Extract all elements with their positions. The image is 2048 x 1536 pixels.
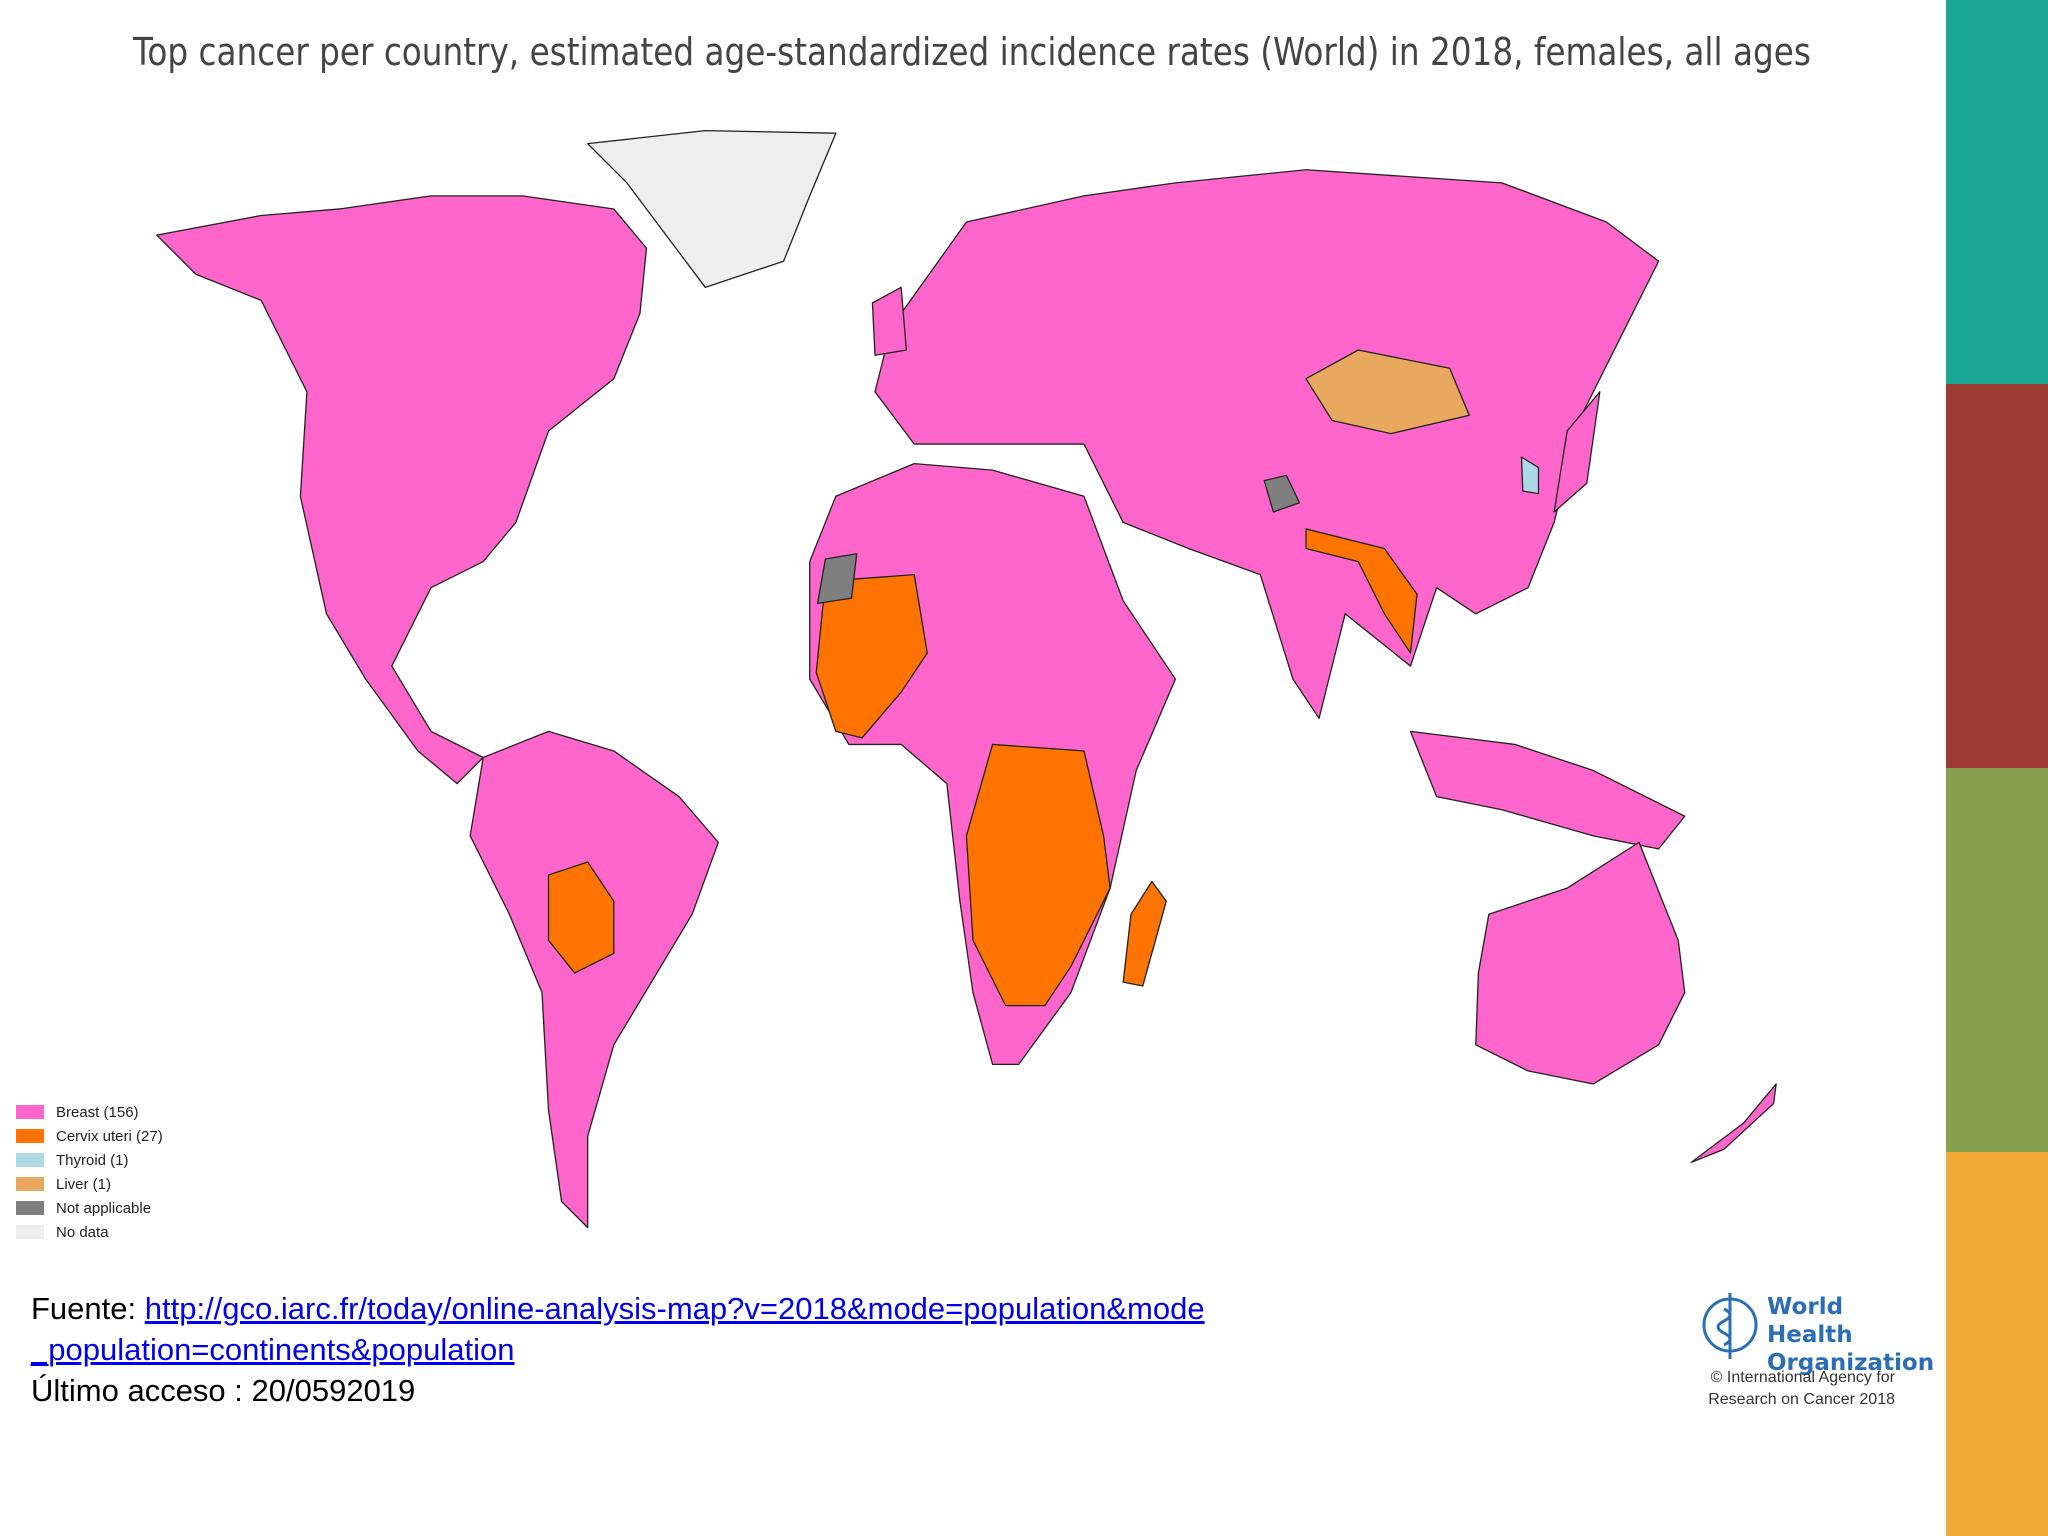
south-asia [1305, 528, 1418, 654]
legend-item: No data [16, 1220, 163, 1244]
west-africa [815, 573, 928, 739]
logo-credit: © International Agency for Research on C… [1708, 1369, 1895, 1408]
mongolia [1305, 349, 1470, 435]
legend-swatch [16, 1153, 44, 1167]
legend-item: Not applicable [16, 1196, 163, 1220]
new-zealand [1690, 1083, 1777, 1163]
logo-name: World Health Organization [1767, 1294, 1935, 1376]
legend-item: Liver (1) [16, 1172, 163, 1196]
indonesia [1409, 730, 1686, 850]
source-link[interactable]: http://gco.iarc.fr/today/online-analysis… [31, 1291, 1205, 1367]
world-map [156, 129, 1777, 1229]
accent-bar [1946, 768, 2048, 1152]
map-title: Top cancer per country, estimated age-st… [133, 30, 1811, 74]
legend: Breast (156) Cervix uteri (27) Thyroid (1)… [16, 1100, 163, 1244]
western-sahara [816, 553, 858, 605]
bolivia [547, 861, 615, 974]
korea [1520, 456, 1540, 495]
legend-item: Breast (156) [16, 1100, 163, 1124]
legend-label: Liver (1) [56, 1175, 112, 1193]
legend-label: Cervix uteri (27) [56, 1127, 163, 1145]
greenland [587, 129, 837, 288]
uk [871, 286, 908, 356]
australia [1475, 841, 1686, 1085]
access-date: Último acceso : 20/0592019 [31, 1373, 416, 1408]
legend-swatch [16, 1129, 44, 1143]
legend-item: Cervix uteri (27) [16, 1124, 163, 1148]
legend-label: Thyroid (1) [56, 1151, 129, 1169]
legend-swatch [16, 1201, 44, 1215]
legend-label: No data [56, 1223, 109, 1241]
north-america [156, 195, 648, 785]
central-africa [965, 743, 1111, 1007]
japan [1553, 391, 1601, 513]
eurasia [874, 169, 1660, 719]
legend-item: Thyroid (1) [16, 1148, 163, 1172]
south-america [469, 730, 719, 1229]
source-prefix: Fuente: [31, 1291, 137, 1326]
madagascar [1122, 880, 1167, 987]
legend-label: Breast (156) [56, 1103, 139, 1121]
accent-bar [1946, 0, 2048, 384]
legend-label: Not applicable [56, 1199, 152, 1217]
who-emblem [1702, 1293, 1758, 1359]
legend-swatch [16, 1177, 44, 1191]
accent-bar [1946, 384, 2048, 768]
kashmir [1263, 474, 1301, 513]
legend-swatch [16, 1225, 44, 1239]
source: Fuente: http://gco.iarc.fr/today/online-… [31, 1288, 1211, 1411]
legend-swatch [16, 1105, 44, 1119]
accent-bar [1946, 1152, 2048, 1536]
